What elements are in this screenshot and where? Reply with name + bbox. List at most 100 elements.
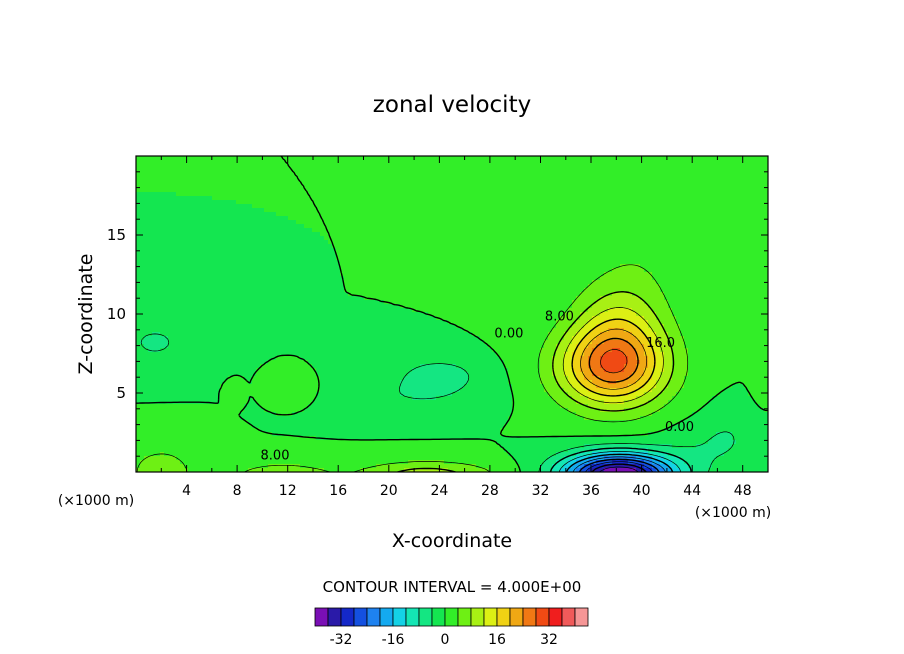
- field-cell: [328, 424, 333, 429]
- field-cell: [308, 416, 313, 421]
- field-cell: [272, 452, 277, 457]
- field-cell: [332, 288, 337, 293]
- field-cell: [356, 452, 361, 457]
- field-cell: [264, 376, 269, 381]
- field-cell: [196, 348, 201, 353]
- field-cell: [368, 400, 373, 405]
- field-cell: [360, 340, 365, 345]
- field-cell: [268, 392, 273, 397]
- field-cell: [140, 424, 145, 429]
- field-cell: [164, 300, 169, 305]
- field-cell: [192, 236, 197, 241]
- field-cell: [232, 188, 237, 193]
- field-cell: [260, 352, 265, 357]
- field-cell: [276, 392, 281, 397]
- field-cell: [136, 160, 141, 165]
- field-cell: [304, 244, 309, 249]
- field-cell: [280, 364, 285, 369]
- field-cell: [320, 424, 325, 429]
- field-cell: [280, 260, 285, 265]
- field-cell: [228, 388, 233, 393]
- field-cell: [308, 380, 313, 385]
- field-cell: [168, 332, 173, 337]
- field-cell: [164, 180, 169, 185]
- field-cell: [144, 444, 149, 449]
- field-cell: [248, 296, 253, 301]
- field-cell: [208, 332, 213, 337]
- field-cell: [244, 196, 249, 201]
- field-cell: [288, 200, 293, 205]
- field-cell: [200, 200, 205, 205]
- field-cell: [360, 292, 365, 297]
- field-cell: [304, 252, 309, 257]
- field-cell: [380, 416, 385, 421]
- field-cell: [312, 280, 317, 285]
- field-cell: [384, 332, 389, 337]
- field-cell: [172, 244, 177, 249]
- field-cell: [188, 192, 193, 197]
- field-cell: [356, 384, 361, 389]
- field-cell: [180, 236, 185, 241]
- field-cell: [216, 460, 221, 465]
- field-cell: [244, 312, 249, 317]
- field-cell: [156, 396, 161, 401]
- field-cell: [176, 168, 181, 173]
- field-cell: [336, 200, 341, 205]
- field-cell: [300, 404, 305, 409]
- field-cell: [160, 212, 165, 217]
- field-cell: [236, 304, 241, 309]
- field-cell: [292, 248, 297, 253]
- field-cell: [280, 228, 285, 233]
- field-cell: [204, 160, 209, 165]
- field-cell: [216, 272, 221, 277]
- field-cell: [156, 268, 161, 273]
- field-cell: [188, 332, 193, 337]
- field-cell: [316, 160, 321, 165]
- field-cell: [368, 460, 373, 465]
- field-cell: [244, 240, 249, 245]
- field-cell: [148, 468, 153, 472]
- field-cell: [272, 264, 277, 269]
- field-cell: [232, 272, 237, 277]
- field-cell: [232, 204, 237, 209]
- field-cell: [208, 360, 213, 365]
- field-cell: [304, 156, 309, 161]
- field-cell: [296, 324, 301, 329]
- field-cell: [240, 352, 245, 357]
- field-cell: [216, 172, 221, 177]
- field-cell: [172, 240, 177, 245]
- field-cell: [184, 376, 189, 381]
- field-cell: [140, 416, 145, 421]
- field-cell: [172, 320, 177, 325]
- field-cell: [272, 276, 277, 281]
- field-cell: [200, 372, 205, 377]
- field-cell: [372, 256, 377, 261]
- field-cell: [176, 388, 181, 393]
- field-cell: [380, 312, 385, 317]
- field-cell: [320, 352, 325, 357]
- field-cell: [204, 384, 209, 389]
- field-cell: [148, 244, 153, 249]
- field-cell: [244, 188, 249, 193]
- field-cell: [248, 260, 253, 265]
- field-cell: [252, 248, 257, 253]
- field-cell: [252, 188, 257, 193]
- field-cell: [336, 208, 341, 213]
- field-cell: [284, 212, 289, 217]
- field-cell: [364, 184, 369, 189]
- field-cell: [168, 432, 173, 437]
- field-cell: [192, 248, 197, 253]
- field-cell: [320, 464, 325, 469]
- field-cell: [312, 328, 317, 333]
- field-cell: [256, 156, 261, 161]
- field-cell: [204, 224, 209, 229]
- field-cell: [296, 200, 301, 205]
- field-cell: [312, 236, 317, 241]
- field-cell: [332, 328, 337, 333]
- field-cell: [188, 420, 193, 425]
- field-cell: [180, 412, 185, 417]
- field-cell: [240, 436, 245, 441]
- field-cell: [232, 200, 237, 205]
- field-cell: [284, 340, 289, 345]
- field-cell: [196, 288, 201, 293]
